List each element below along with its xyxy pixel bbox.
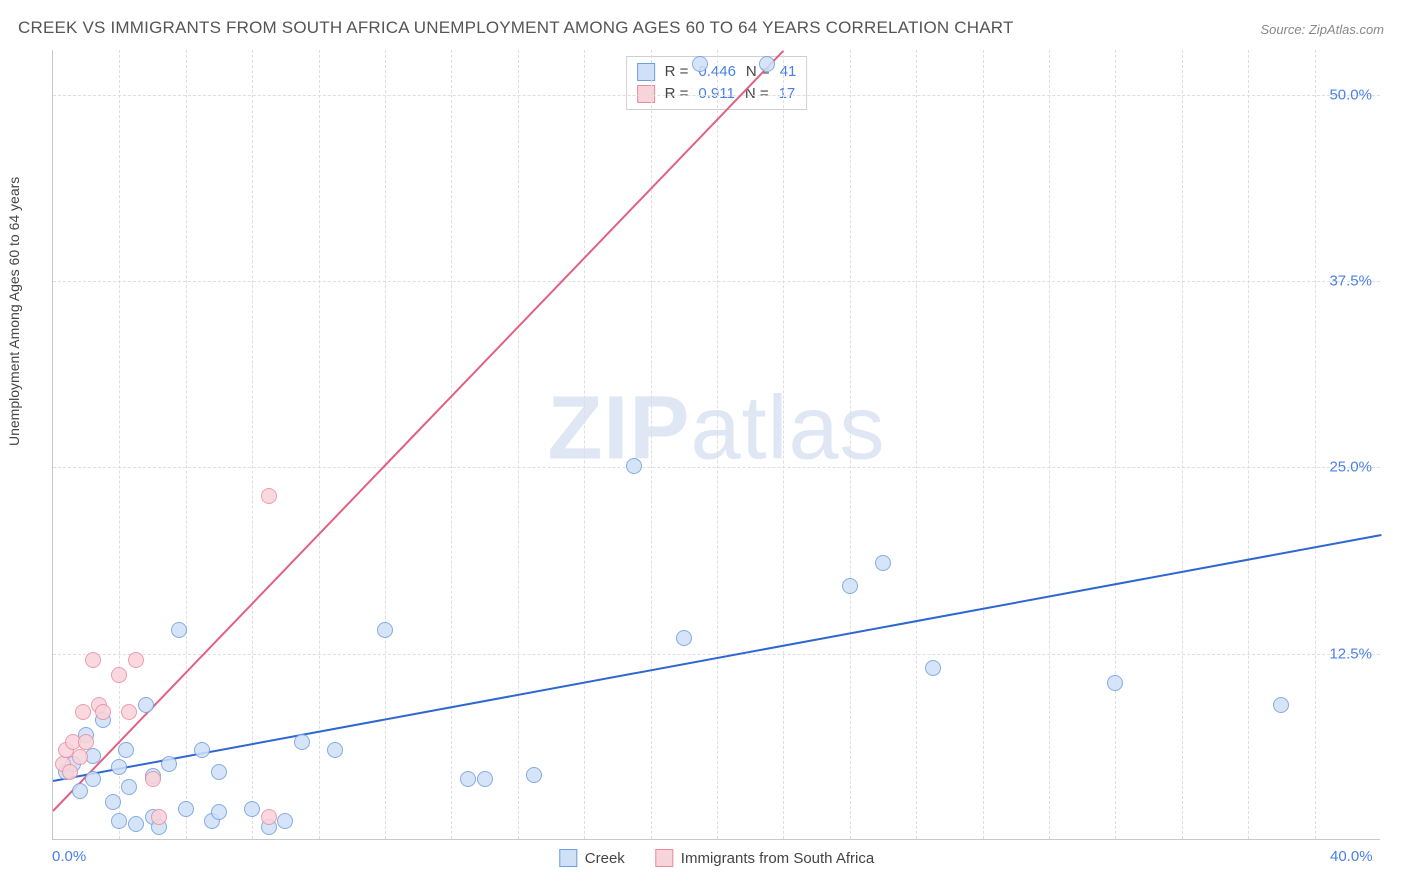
legend-label-immigrants: Immigrants from South Africa [681, 850, 874, 867]
scatter-point [121, 704, 137, 720]
stats-n-val-1: 41 [780, 61, 797, 83]
plot-area: ZIPatlas R = 0.446 N = 41 R = 0.911 N = … [52, 50, 1380, 840]
scatter-point [111, 759, 127, 775]
y-axis-label: Unemployment Among Ages 60 to 64 years [6, 177, 22, 446]
scatter-point [1273, 697, 1289, 713]
scatter-point [138, 697, 154, 713]
scatter-point [72, 783, 88, 799]
gridline-v [186, 50, 187, 839]
gridline-v [983, 50, 984, 839]
scatter-point [128, 652, 144, 668]
y-tick-label: 25.0% [1329, 459, 1372, 476]
x-tick-max: 40.0% [1330, 848, 1373, 865]
legend-item-immigrants: Immigrants from South Africa [655, 849, 874, 867]
scatter-point [526, 767, 542, 783]
scatter-point [477, 771, 493, 787]
scatter-point [626, 458, 642, 474]
scatter-point [261, 809, 277, 825]
scatter-point [875, 555, 891, 571]
scatter-point [75, 704, 91, 720]
gridline-v [651, 50, 652, 839]
legend-item-creek: Creek [559, 849, 625, 867]
gridline-v [319, 50, 320, 839]
scatter-point [111, 667, 127, 683]
gridline-v [119, 50, 120, 839]
scatter-point [327, 742, 343, 758]
scatter-point [676, 630, 692, 646]
scatter-point [78, 734, 94, 750]
scatter-point [460, 771, 476, 787]
scatter-point [277, 813, 293, 829]
scatter-point [211, 764, 227, 780]
stats-swatch-creek [637, 63, 655, 81]
legend-swatch-creek [559, 849, 577, 867]
scatter-point [244, 801, 260, 817]
scatter-point [692, 56, 708, 72]
scatter-point [1107, 675, 1123, 691]
scatter-point [85, 652, 101, 668]
scatter-point [161, 756, 177, 772]
scatter-point [111, 813, 127, 829]
scatter-point [85, 771, 101, 787]
legend-bottom: Creek Immigrants from South Africa [559, 849, 874, 867]
gridline-v [717, 50, 718, 839]
scatter-point [178, 801, 194, 817]
gridline-v [385, 50, 386, 839]
scatter-point [194, 742, 210, 758]
scatter-point [377, 622, 393, 638]
watermark-atlas: atlas [690, 378, 885, 478]
scatter-point [72, 749, 88, 765]
y-tick-label: 12.5% [1329, 645, 1372, 662]
watermark-zip: ZIP [547, 378, 690, 478]
y-tick-label: 37.5% [1329, 273, 1372, 290]
gridline-v [916, 50, 917, 839]
gridline-v [252, 50, 253, 839]
legend-swatch-immigrants [655, 849, 673, 867]
gridline-v [1248, 50, 1249, 839]
gridline-v [1182, 50, 1183, 839]
gridline-v [584, 50, 585, 839]
y-tick-label: 50.0% [1329, 86, 1372, 103]
trend-line [52, 50, 784, 812]
gridline-v [1115, 50, 1116, 839]
scatter-point [171, 622, 187, 638]
gridline-v [451, 50, 452, 839]
scatter-point [211, 804, 227, 820]
scatter-point [145, 771, 161, 787]
x-tick-min: 0.0% [52, 848, 86, 865]
gridline-v [1315, 50, 1316, 839]
gridline-v [1049, 50, 1050, 839]
chart-title: CREEK VS IMMIGRANTS FROM SOUTH AFRICA UN… [18, 18, 1014, 38]
scatter-point [118, 742, 134, 758]
scatter-point [925, 660, 941, 676]
scatter-point [95, 704, 111, 720]
legend-label-creek: Creek [585, 850, 625, 867]
scatter-point [759, 56, 775, 72]
scatter-point [151, 809, 167, 825]
scatter-point [128, 816, 144, 832]
scatter-point [261, 488, 277, 504]
stats-r-label-1: R = [665, 61, 689, 83]
scatter-point [121, 779, 137, 795]
scatter-point [294, 734, 310, 750]
gridline-v [783, 50, 784, 839]
scatter-point [842, 578, 858, 594]
scatter-point [105, 794, 121, 810]
source-label: Source: ZipAtlas.com [1260, 22, 1384, 37]
scatter-point [62, 764, 78, 780]
gridline-v [850, 50, 851, 839]
gridline-v [518, 50, 519, 839]
